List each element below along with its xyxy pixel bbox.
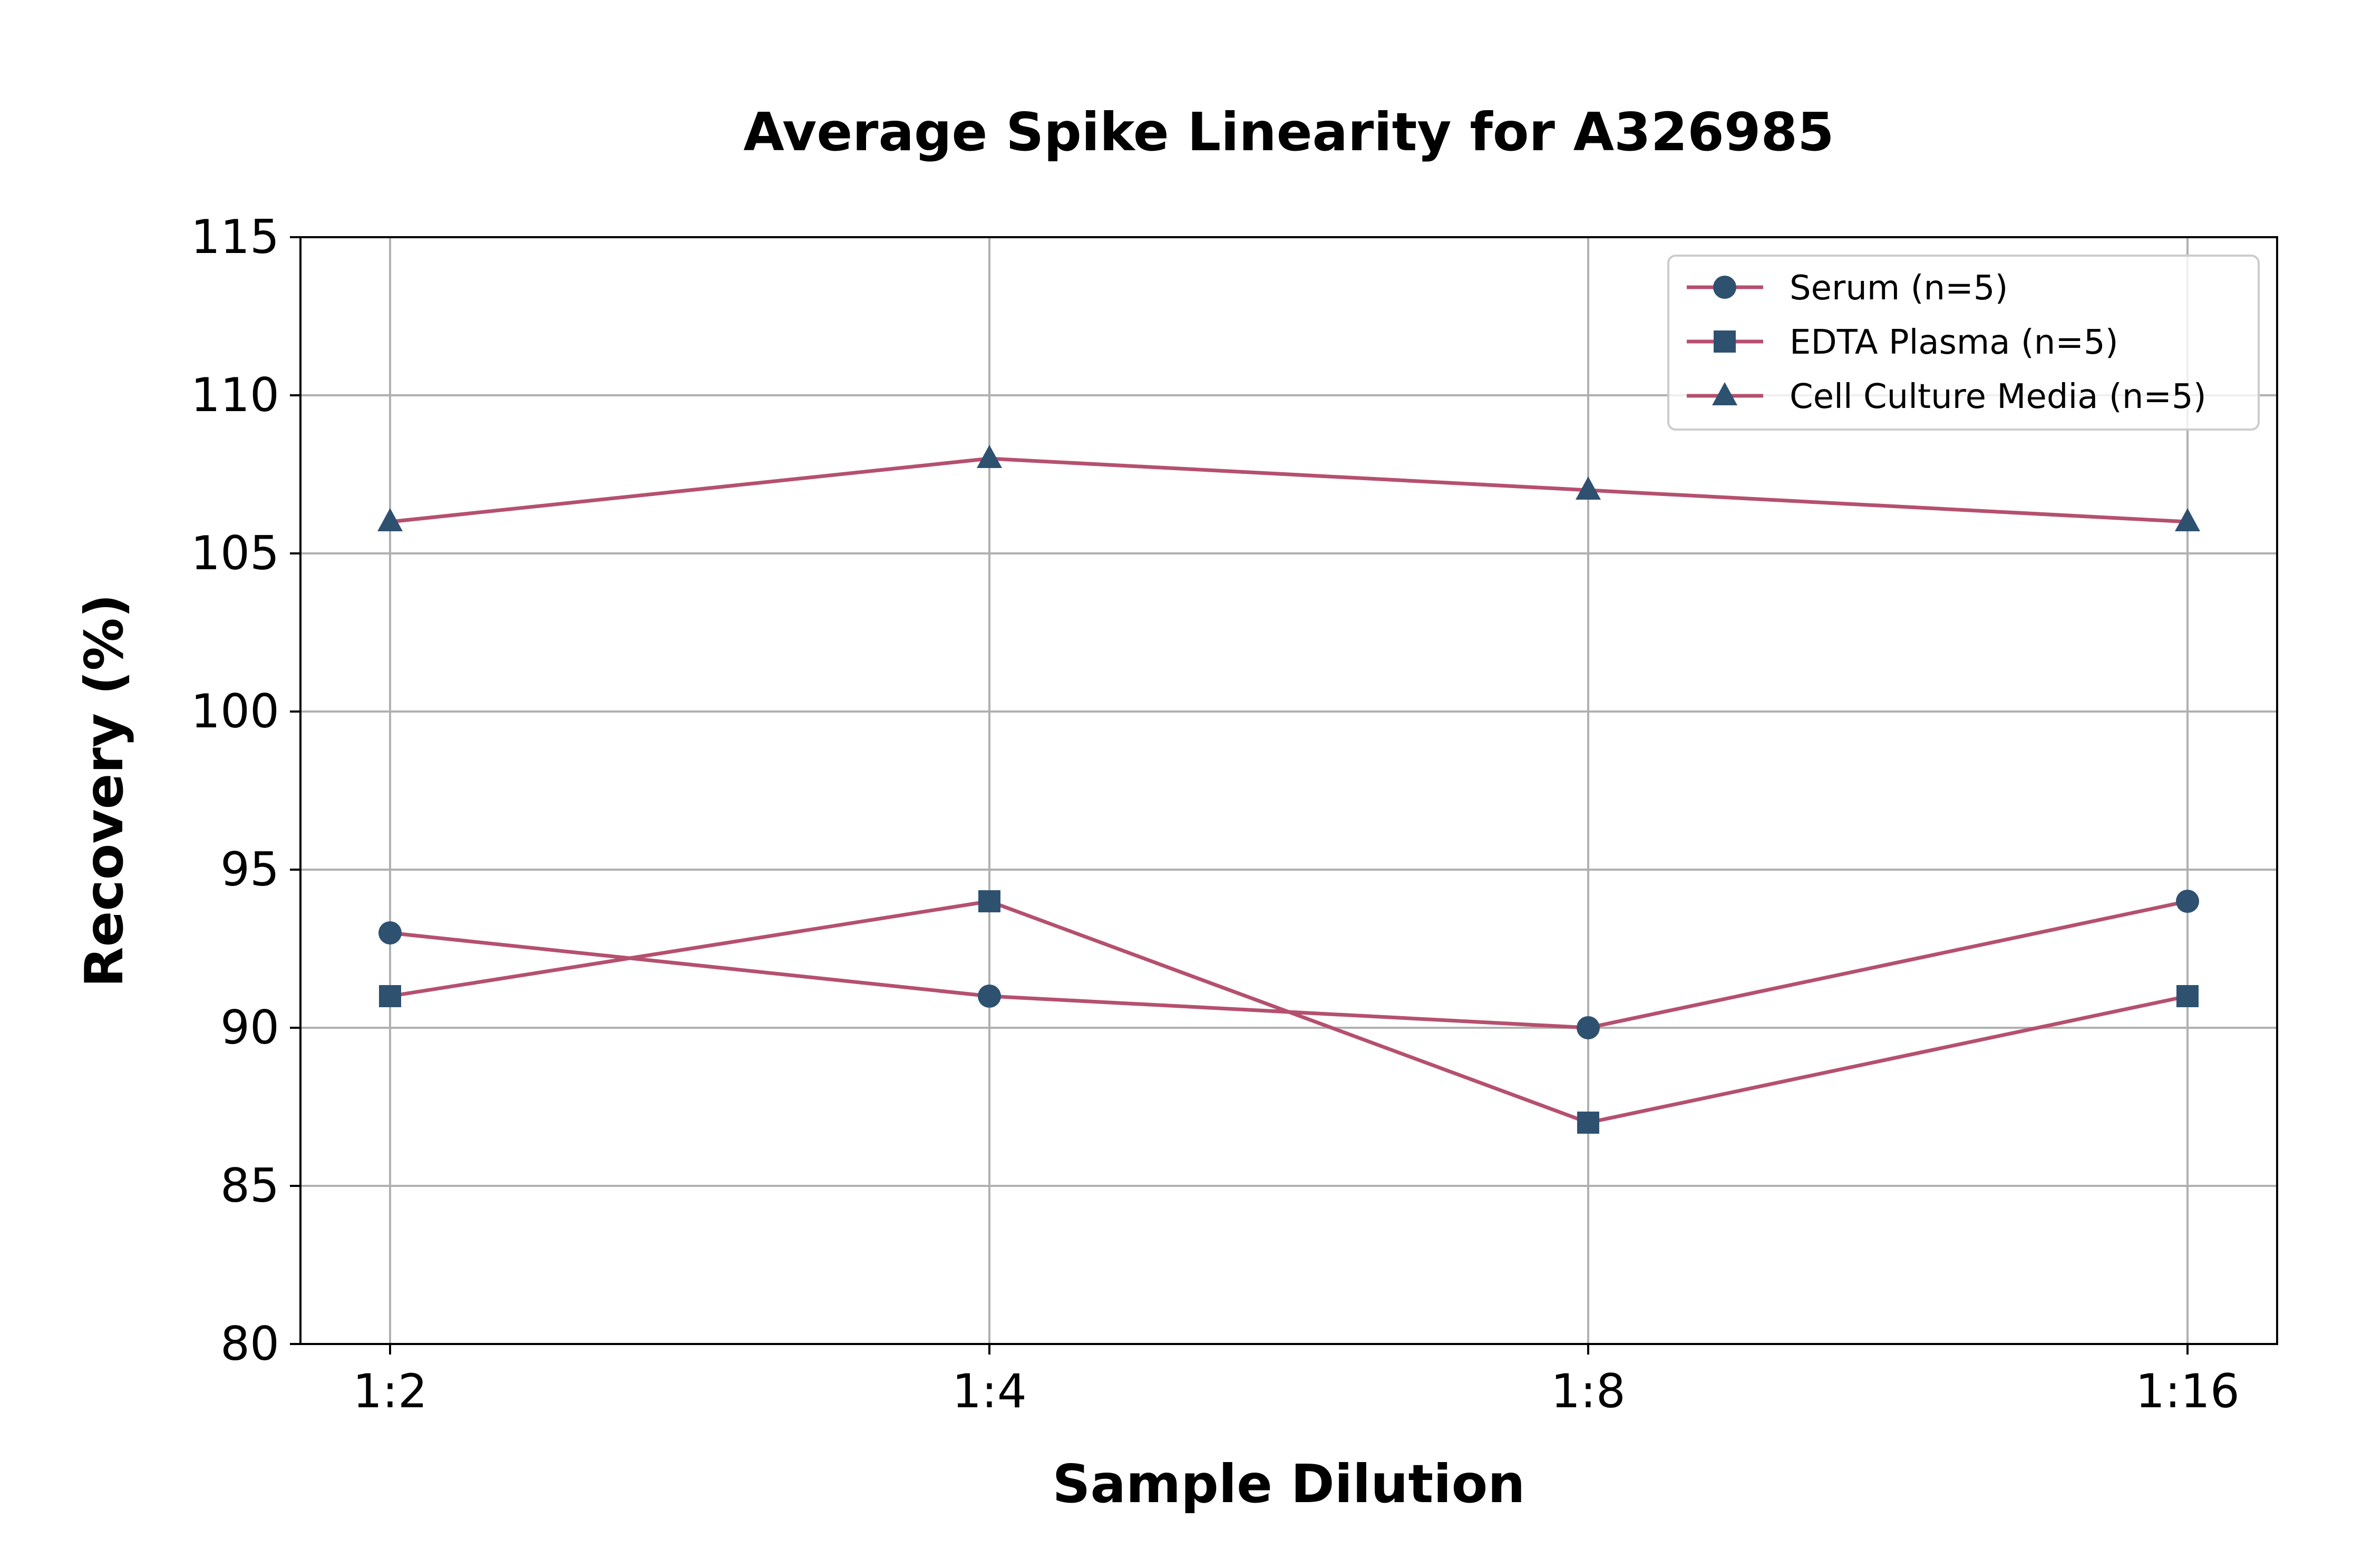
legend: Serum (n=5) EDTA Plasma (n=5) Cell Culture… xyxy=(1667,255,2260,431)
series-cell-culture-media-n-5 xyxy=(377,445,2200,531)
data-point xyxy=(2176,890,2199,913)
y-tick-label: 80 xyxy=(220,1317,279,1371)
data-point xyxy=(379,985,401,1007)
legend-label: Serum (n=5) xyxy=(1790,269,2008,308)
data-point xyxy=(1577,1016,1600,1039)
x-tick-label: 1:16 xyxy=(2135,1364,2240,1418)
data-point xyxy=(978,890,1000,912)
x-tick-label: 1:8 xyxy=(1551,1364,1626,1418)
data-point xyxy=(2176,985,2199,1007)
legend-label: EDTA Plasma (n=5) xyxy=(1790,323,2118,362)
y-tick-label: 100 xyxy=(191,684,279,738)
series-line xyxy=(390,456,2188,524)
legend-label: Cell Culture Media (n=5) xyxy=(1790,377,2206,416)
data-point xyxy=(378,921,402,944)
data-point xyxy=(2175,508,2200,531)
plot-frame xyxy=(299,236,2278,1345)
y-tick-label: 95 xyxy=(220,842,279,897)
series-layer xyxy=(377,445,2200,1134)
legend-box xyxy=(1667,255,2260,431)
series-line xyxy=(390,899,2188,1125)
legend-marker xyxy=(1714,330,1736,353)
y-axis-label: Recovery (%) xyxy=(73,594,135,988)
legend-item: EDTA Plasma (n=5) xyxy=(1687,323,2118,362)
y-tick-label: 90 xyxy=(220,1000,279,1055)
legend-marker xyxy=(1713,276,1736,299)
data-point xyxy=(1576,476,1601,500)
legend-marker xyxy=(1712,382,1737,405)
axis-ticks: 80 85 90 95 100 105 110 115 1:2 1:4 1:8 1:16 xyxy=(191,210,2240,1418)
y-tick-label: 115 xyxy=(191,210,279,264)
x-tick-label: 1:4 xyxy=(952,1364,1027,1418)
chart-title: Average Spike Linearity for A326985 xyxy=(743,101,1834,163)
y-tick-label: 105 xyxy=(191,526,279,580)
data-point xyxy=(1577,1112,1599,1134)
data-point xyxy=(977,445,1002,468)
y-tick-label: 85 xyxy=(220,1158,279,1213)
x-axis-label: Sample Dilution xyxy=(1053,1453,1525,1515)
legend-item: Serum (n=5) xyxy=(1687,269,2008,308)
x-tick-label: 1:2 xyxy=(353,1364,427,1418)
series-edta-plasma-n-5 xyxy=(379,890,2199,1134)
legend-item: Cell Culture Media (n=5) xyxy=(1687,377,2206,416)
y-tick-label: 110 xyxy=(191,368,279,422)
data-point xyxy=(377,508,403,531)
data-point xyxy=(978,985,1001,1008)
